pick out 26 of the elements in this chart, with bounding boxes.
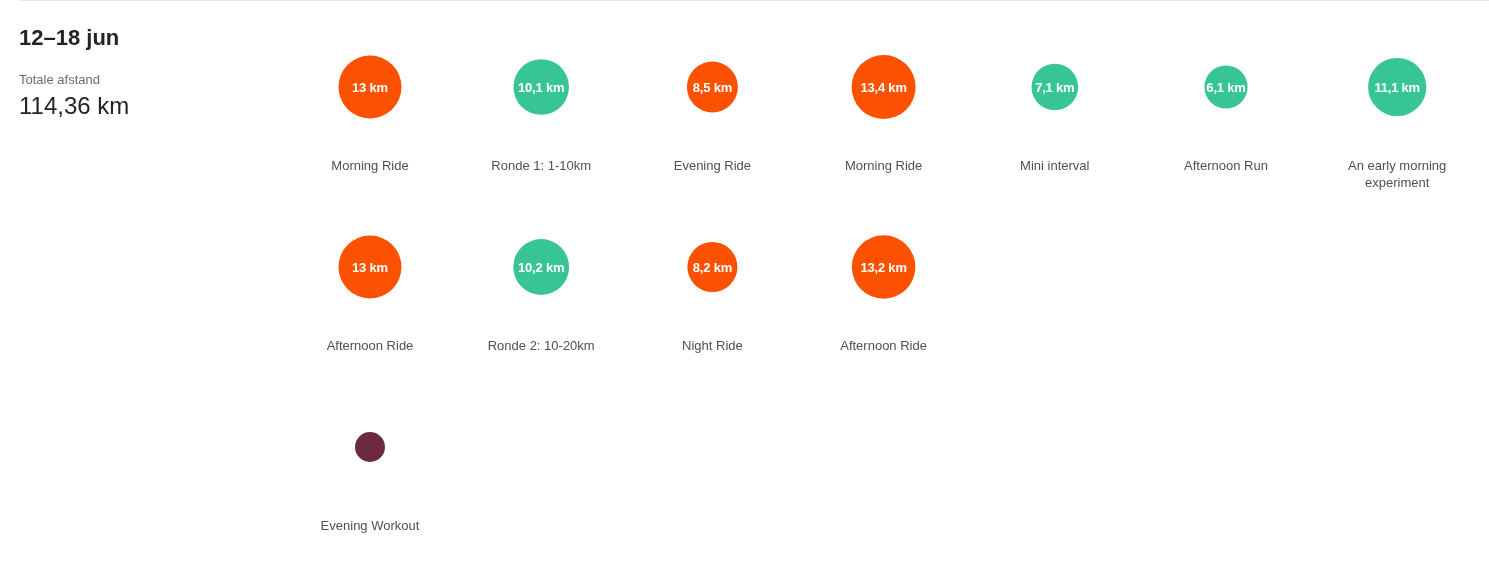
category-label: Afternoon Ride [326,338,414,353]
data-label: 10,1 km [518,79,565,95]
data-label: 8,5 km [692,79,733,95]
category-label: Morning Ride [331,158,409,173]
category-label: Morning Ride [844,158,923,173]
category-label: Evening Workout [320,518,420,533]
category-label: Evening Ride [673,158,752,173]
category-label: Ronde 1: 1-10km [491,158,592,173]
text: 12–18 jun [19,25,120,50]
text: Totale afstand [19,72,100,87]
text: 114,36 km [19,92,130,119]
category-label: Afternoon Run [1184,158,1268,173]
data-label: 13 km [352,259,388,275]
data-label: 13,2 km [860,259,907,275]
category-label: Ronde 2: 10-20km [487,338,595,353]
category-label: Mini interval [1020,158,1090,173]
category-label: Night Ride [682,338,743,353]
data-label: 11,1 km [1374,79,1420,95]
data-label: 13 km [352,79,388,95]
category-label: Afternoon Ride [840,338,927,353]
data-label: 13,4 km [860,79,907,95]
category-label: An early morning experiment [1348,158,1447,190]
data-label: 8,2 km [692,259,733,275]
data-label: 10,2 km [518,259,565,275]
data-label: 7,1 km [1035,79,1075,95]
data-label: 6,1 km [1206,79,1246,95]
